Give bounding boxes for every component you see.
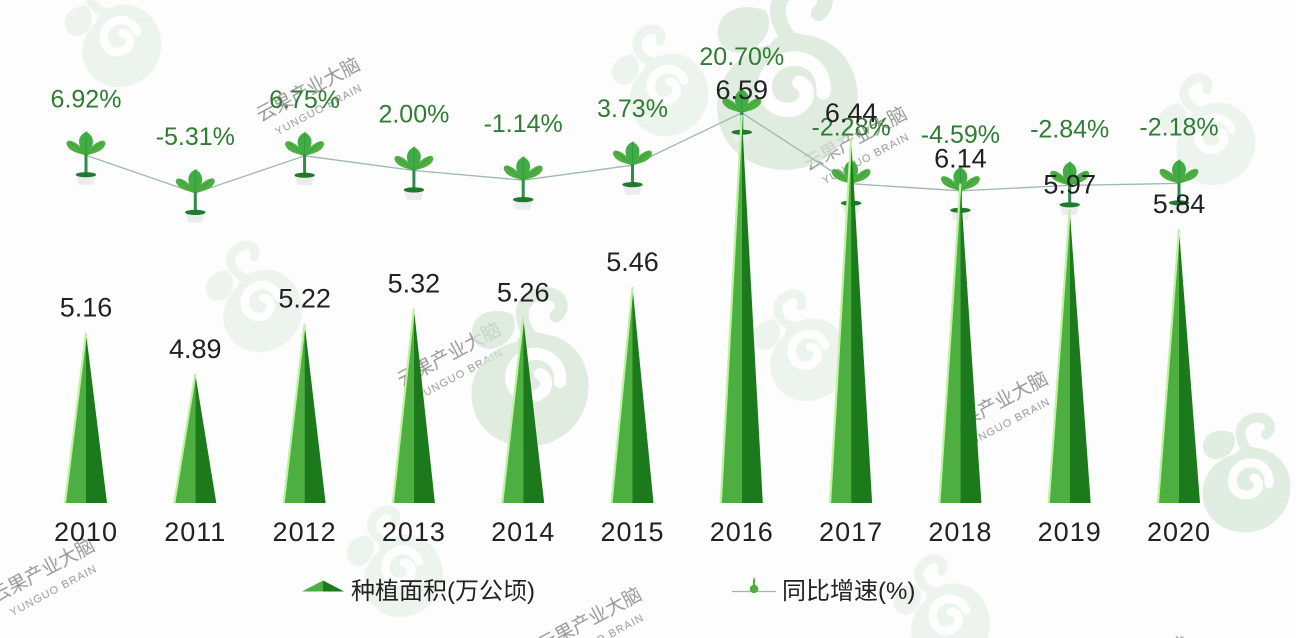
svg-text:-2.84%: -2.84% bbox=[1030, 115, 1109, 143]
svg-text:2014: 2014 bbox=[491, 517, 555, 547]
svg-text:2019: 2019 bbox=[1038, 517, 1102, 547]
svg-text:2.00%: 2.00% bbox=[378, 101, 449, 129]
svg-text:6.44: 6.44 bbox=[825, 98, 878, 128]
svg-text:5.97: 5.97 bbox=[1043, 169, 1096, 199]
svg-text:2013: 2013 bbox=[382, 517, 446, 547]
svg-text:2010: 2010 bbox=[54, 517, 118, 547]
svg-text:-5.31%: -5.31% bbox=[156, 123, 235, 151]
svg-text:-1.14%: -1.14% bbox=[484, 110, 563, 138]
svg-text:5.26: 5.26 bbox=[497, 278, 550, 308]
svg-text:6.92%: 6.92% bbox=[51, 85, 122, 113]
svg-text:种植面积(万公顷): 种植面积(万公顷) bbox=[351, 578, 535, 605]
svg-text:2011: 2011 bbox=[164, 517, 226, 547]
svg-text:6.75%: 6.75% bbox=[269, 86, 340, 114]
svg-text:2015: 2015 bbox=[600, 517, 664, 547]
svg-text:5.32: 5.32 bbox=[388, 268, 441, 298]
svg-text:5.22: 5.22 bbox=[278, 284, 331, 314]
svg-text:6.59: 6.59 bbox=[716, 75, 769, 105]
svg-text:3.73%: 3.73% bbox=[597, 95, 668, 123]
svg-text:4.89: 4.89 bbox=[169, 334, 222, 364]
svg-text:同比增速(%): 同比增速(%) bbox=[782, 578, 915, 605]
svg-text:5.46: 5.46 bbox=[606, 247, 659, 277]
svg-text:5.84: 5.84 bbox=[1153, 189, 1206, 219]
svg-text:2018: 2018 bbox=[928, 517, 992, 547]
svg-text:6.14: 6.14 bbox=[934, 144, 987, 174]
svg-text:-2.18%: -2.18% bbox=[1139, 113, 1218, 141]
svg-text:2020: 2020 bbox=[1147, 517, 1211, 547]
svg-text:2016: 2016 bbox=[710, 517, 774, 547]
svg-text:2012: 2012 bbox=[273, 517, 337, 547]
svg-text:2017: 2017 bbox=[819, 517, 883, 547]
svg-text:20.70%: 20.70% bbox=[699, 43, 784, 71]
svg-text:5.16: 5.16 bbox=[60, 293, 113, 323]
